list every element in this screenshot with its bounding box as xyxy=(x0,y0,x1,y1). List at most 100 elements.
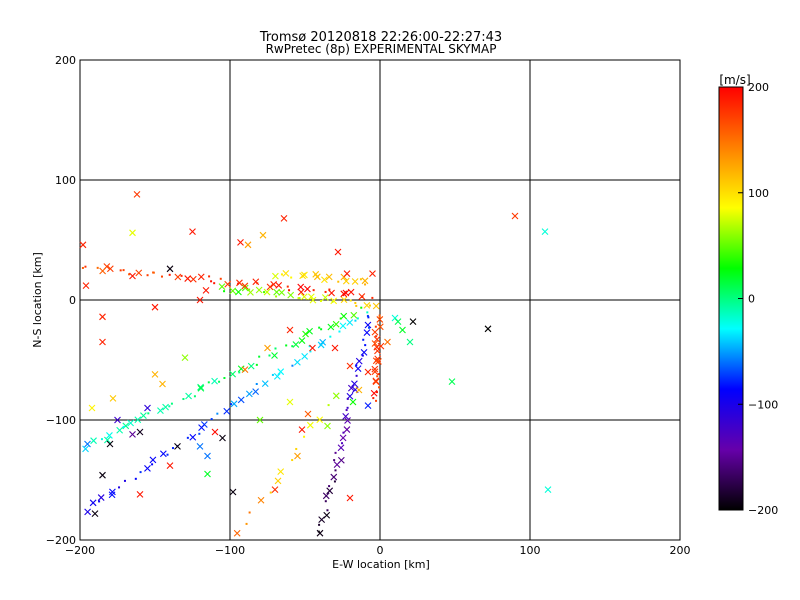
scatter-point-dot xyxy=(327,404,330,407)
colorbar: [m/s] 200 100 0 −100 −200 xyxy=(718,73,778,517)
scatter-point-x xyxy=(298,337,306,344)
scatter-point-x xyxy=(149,456,157,464)
scatter-point-x xyxy=(79,241,87,249)
scatter-point-dot xyxy=(180,274,183,277)
scatter-point-x xyxy=(331,344,339,352)
x-tick-label: 0 xyxy=(377,544,384,557)
scatter-point-dot xyxy=(170,402,173,405)
scatter-point-dot xyxy=(319,300,322,303)
scatter-point-x xyxy=(346,319,354,326)
scatter-point-x xyxy=(370,389,378,397)
scatter-point-x xyxy=(342,289,350,297)
scatter-point-dot xyxy=(303,435,306,438)
scatter-point-x xyxy=(151,371,159,378)
scatter-point-x xyxy=(109,488,116,496)
scatter-point-x xyxy=(371,328,379,336)
scatter-point-x xyxy=(354,365,362,373)
scatter-point-x xyxy=(374,347,381,355)
scatter-point-x xyxy=(364,368,372,376)
x-tick-label: −100 xyxy=(215,544,245,557)
colorbar-tick-label: −200 xyxy=(748,504,778,517)
scatter-point-dot xyxy=(342,431,345,434)
scatter-point-x xyxy=(484,325,492,333)
scatter-point-x xyxy=(197,273,205,281)
scatter-point-x xyxy=(247,362,255,370)
scatter-point-x xyxy=(184,275,192,282)
scatter-point-dot xyxy=(333,459,336,462)
scatter-point-dot xyxy=(355,374,358,377)
scatter-point-x xyxy=(84,440,91,448)
scatter-point-dot xyxy=(349,299,352,302)
scatter-point-dot xyxy=(274,347,277,350)
scatter-point-dot xyxy=(308,345,311,348)
scatter-point-dot xyxy=(367,316,370,319)
scatter-point-x xyxy=(174,273,182,281)
scatter-point-dot xyxy=(361,354,364,357)
scatter-point-dot xyxy=(291,459,294,462)
scatter-point-x xyxy=(229,370,237,378)
scatter-point-dot xyxy=(166,453,169,456)
scatter-point-dot xyxy=(355,364,358,367)
scatter-point-x xyxy=(342,413,350,420)
scatter-point-x xyxy=(342,277,350,285)
scatter-point-dot xyxy=(207,381,210,384)
scatter-point-dot xyxy=(334,451,337,454)
scatter-point-x xyxy=(347,288,355,296)
scatter-point-dot xyxy=(119,269,122,272)
scatter-point-x xyxy=(271,352,278,359)
scatter-point-x xyxy=(541,228,549,235)
scatter-point-dot xyxy=(245,522,248,525)
scatter-point-x xyxy=(330,473,338,481)
scatter-point-dot xyxy=(255,363,258,366)
scatter-point-dot xyxy=(219,277,222,280)
scatter-point-dot xyxy=(98,500,101,503)
colorbar-ticks: 200 100 0 −100 −200 xyxy=(738,81,778,517)
scatter-point-x xyxy=(198,424,205,432)
scatter-point-x xyxy=(318,516,326,523)
scatter-point-x xyxy=(204,452,211,460)
scatter-point-x xyxy=(309,296,317,304)
scatter-point-x xyxy=(108,491,116,499)
scatter-point-dot xyxy=(320,328,323,331)
scatter-point-x xyxy=(384,338,391,346)
chart-title: Tromsø 20120818 22:26:00-22:27:43 xyxy=(259,30,502,45)
scatter-point-dot xyxy=(372,397,375,400)
scatter-point-dot xyxy=(168,273,171,276)
scatter-point-x xyxy=(99,471,106,479)
scatter-point-x xyxy=(223,407,231,415)
scatter-point-x xyxy=(133,191,141,198)
scatter-point-x xyxy=(377,342,385,350)
scatter-point-x xyxy=(376,316,384,323)
scatter-point-x xyxy=(272,272,279,280)
scatter-point-dot xyxy=(271,373,274,376)
scatter-point-dot xyxy=(291,364,294,367)
scatter-point-x xyxy=(360,348,368,356)
scatter-point-x xyxy=(306,327,313,335)
scatter-point-x xyxy=(89,499,97,507)
scatter-point-dot xyxy=(331,300,334,303)
scatter-point-dot xyxy=(324,500,327,503)
scatter-point-x xyxy=(337,444,345,452)
scatter-point-x xyxy=(306,421,314,429)
scatter-point-dot xyxy=(376,375,379,378)
scatter-point-dot xyxy=(280,273,283,276)
scatter-point-dot xyxy=(123,479,126,482)
scatter-point-dot xyxy=(223,377,226,380)
scatter-point-x xyxy=(339,322,347,330)
scatter-point-x xyxy=(373,335,381,343)
scatter-point-x xyxy=(259,231,267,239)
scatter-point-x xyxy=(273,288,281,296)
scatter-point-x xyxy=(166,265,174,273)
scatter-point-dot xyxy=(337,280,340,283)
scatter-point-x xyxy=(346,494,354,502)
scatter-point-x xyxy=(316,416,324,424)
scatter-point-dot xyxy=(375,391,378,394)
scatter-point-x xyxy=(252,278,260,286)
scatter-point-dot xyxy=(368,326,371,329)
scatter-point-x xyxy=(317,341,325,349)
scatter-point-x xyxy=(257,496,265,504)
scatter-point-x xyxy=(114,416,121,424)
scatter-point-x xyxy=(135,269,143,277)
scatter-point-dot xyxy=(100,438,103,441)
scatter-point-x xyxy=(372,378,380,386)
